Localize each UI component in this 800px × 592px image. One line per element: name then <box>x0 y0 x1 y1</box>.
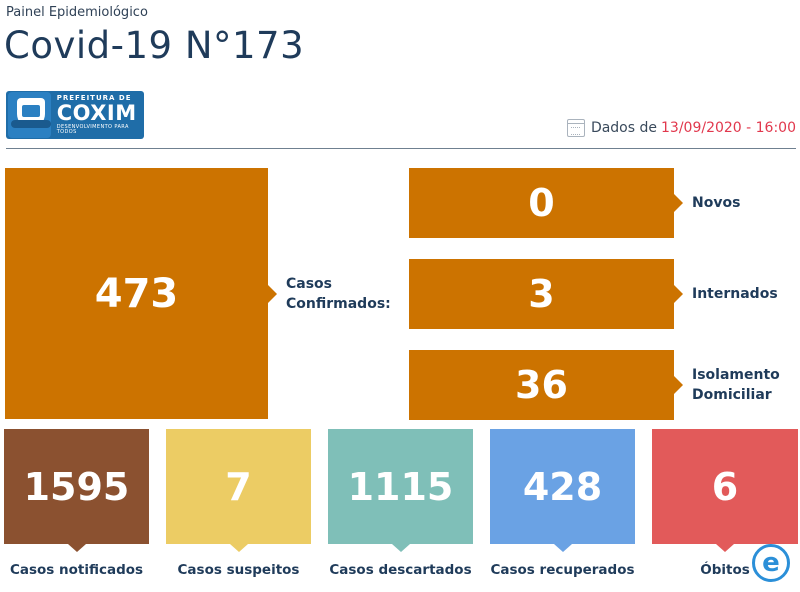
isolamento-value: 36 <box>515 363 568 407</box>
logo-line-2: COXIM <box>56 101 137 125</box>
confirmed-label: Casos Confirmados: <box>286 274 391 314</box>
stat-value: 1115 <box>347 464 454 509</box>
data-date: Dados de 13/09/2020 - 16:00 <box>566 119 796 137</box>
watermark-e-icon: e <box>752 544 790 582</box>
stat-obitos: 6 <box>652 429 798 552</box>
calendar-icon <box>566 119 585 137</box>
logo-text: PREFEITURA DE COXIM DESENVOLVIMENTO PARA… <box>57 95 144 135</box>
header-divider <box>6 148 796 149</box>
stat-label-obitos: Óbitos <box>700 562 750 578</box>
internados-box: 3 <box>409 259 683 329</box>
stat-value: 428 <box>522 464 603 509</box>
confirmed-label-line-2: Confirmados: <box>286 296 391 312</box>
novos-value: 0 <box>528 181 555 225</box>
internados-label: Internados <box>692 286 778 302</box>
page-title: Covid-19 N°173 <box>4 24 305 67</box>
stat-label-notificados: Casos notificados <box>9 562 144 578</box>
confirmed-value: 473 <box>94 270 179 317</box>
stat-recuperados: 428 <box>490 429 635 552</box>
stat-descartados: 1115 <box>328 429 473 552</box>
confirmed-label-line-1: Casos <box>286 276 333 292</box>
isolamento-box: 36 <box>409 350 683 420</box>
panel-subtitle: Painel Epidemiológico <box>6 5 148 20</box>
stat-label-descartados: Casos descartados <box>329 562 472 578</box>
isolamento-label-line-2: Domiciliar <box>692 387 772 403</box>
stat-label-recuperados: Casos recuperados <box>490 562 635 578</box>
date-value: 13/09/2020 - 16:00 <box>661 120 796 136</box>
stat-value: 6 <box>711 464 739 509</box>
logo-line-1: PREFEITURA DE <box>56 94 132 102</box>
internados-value: 3 <box>528 272 555 316</box>
logo-line-3: DESENVOLVIMENTO PARA TODOS <box>56 124 129 135</box>
confirmed-box: 473 <box>5 168 277 419</box>
prefeitura-logo: PREFEITURA DE COXIM DESENVOLVIMENTO PARA… <box>6 91 144 139</box>
date-prefix: Dados de <box>590 120 657 136</box>
novos-box: 0 <box>409 168 683 238</box>
isolamento-label-line-1: Isolamento <box>692 367 780 383</box>
stat-notificados: 1595 <box>4 429 149 552</box>
isolamento-label: Isolamento Domiciliar <box>692 365 780 405</box>
stat-value: 1595 <box>23 464 130 509</box>
stat-value: 7 <box>225 464 252 509</box>
coat-of-arms-icon <box>8 92 51 138</box>
stat-label-suspeitos: Casos suspeitos <box>177 562 300 578</box>
novos-label: Novos <box>692 195 741 211</box>
stat-suspeitos: 7 <box>166 429 311 552</box>
